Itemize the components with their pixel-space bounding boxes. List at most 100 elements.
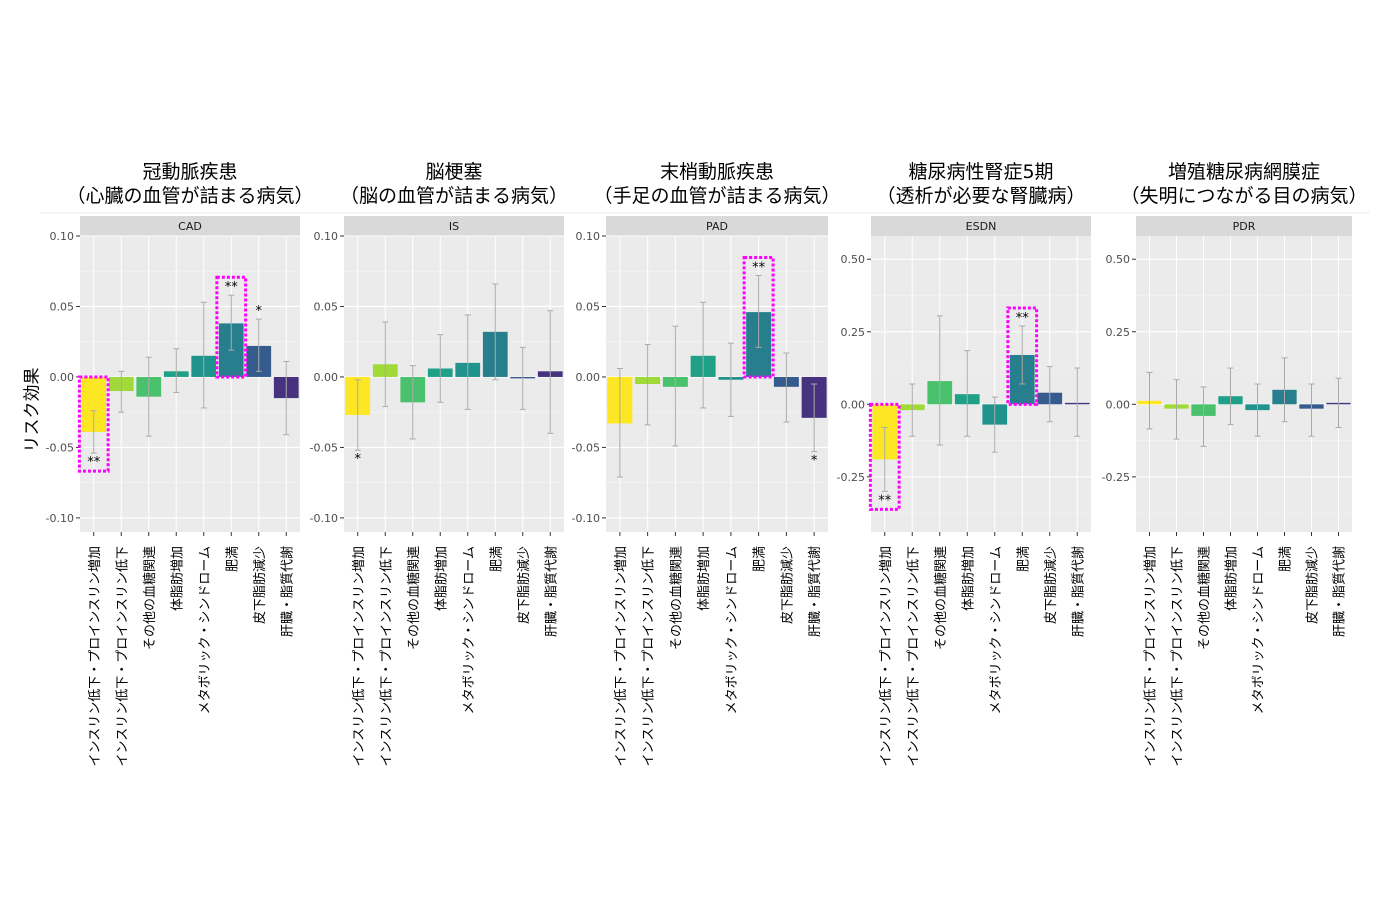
x-tick-label: その他の血糖関連: [406, 546, 422, 650]
x-tick-label: 肥満: [489, 546, 504, 572]
x-tick-label: インスリン低下・プロインスリン低下: [906, 546, 921, 766]
y-tick-label: -0.25: [837, 471, 865, 484]
x-tick-label: メタボリック・シンドローム: [725, 546, 740, 714]
x-tick-label: 体脂肪増加: [433, 546, 449, 611]
highlight-box: [1006, 306, 1039, 406]
x-tick-label: 皮下脂肪減少: [779, 546, 795, 624]
x-tick-label: インスリン低下・プロインスリン増加: [88, 546, 103, 766]
panel-title-main: 末梢動脈疾患: [659, 161, 774, 183]
y-tick-label: 0.05: [576, 300, 601, 313]
significance-marker: **: [752, 260, 766, 275]
panel-title-is: 脳梗塞 （脳の血管が詰まる病気）: [304, 160, 604, 208]
x-tick-label: メタボリック・シンドローム: [989, 546, 1004, 714]
facet-strip: [871, 216, 1091, 236]
y-axis-label: リスク効果: [12, 368, 48, 453]
panel-title-cad: 冠動脈疾患 （心臓の血管が詰まる病気）: [40, 160, 340, 208]
facet-strip-label: PAD: [706, 220, 728, 233]
significance-marker: **: [878, 493, 892, 508]
facet-strip-label: CAD: [178, 220, 202, 233]
y-tick-label: 0.25: [841, 326, 866, 339]
x-tick-label: インスリン低下・プロインスリン低下: [115, 546, 130, 766]
facet-strip: [606, 216, 828, 236]
x-tick-label: インスリン低下・プロインスリン増加: [352, 546, 367, 766]
x-tick-label: 肥満: [1016, 546, 1031, 572]
panel-background: [871, 236, 1091, 532]
panel-title-pdr: 増殖糖尿病網膜症 （失明につながる目の病気）: [1094, 160, 1380, 208]
facet-strip-label: PDR: [1233, 220, 1256, 233]
y-tick-label: 0.10: [50, 230, 75, 243]
y-tick-label: 0.00: [841, 398, 866, 411]
y-tick-label: 0.00: [50, 371, 75, 384]
y-tick-label: -0.05: [46, 441, 74, 454]
y-tick-label: 0.50: [841, 253, 866, 266]
significance-marker: **: [1016, 311, 1030, 326]
y-tick-label: 0.25: [1106, 326, 1131, 339]
x-tick-label: メタボリック・シンドローム: [1252, 546, 1267, 714]
facet-strip: [1136, 216, 1352, 236]
y-tick-label: 0.05: [314, 300, 339, 313]
panel-title-sub: （脳の血管が詰まる病気）: [339, 185, 568, 207]
x-tick-label: 体脂肪増加: [696, 546, 712, 611]
highlight-box: [742, 255, 775, 379]
x-tick-label: 肥満: [1279, 546, 1294, 572]
significance-marker: **: [225, 280, 239, 295]
x-tick-label: インスリン低下・プロインスリン低下: [642, 546, 657, 766]
x-tick-label: その他の血糖関連: [668, 546, 684, 650]
y-tick-label: 0.00: [1106, 398, 1131, 411]
y-tick-label: 0.05: [50, 300, 75, 313]
x-tick-label: インスリン低下・プロインスリン増加: [1144, 546, 1159, 766]
y-tick-label: -0.10: [310, 512, 338, 525]
x-tick-label: 肥満: [225, 546, 240, 572]
highlight-box: [868, 402, 901, 511]
x-tick-label: 体脂肪増加: [169, 546, 185, 611]
x-tick-label: メタボリック・シンドローム: [462, 546, 477, 714]
significance-marker: *: [256, 304, 263, 319]
y-tick-label: -0.05: [310, 441, 338, 454]
panel-title-sub: （失明につながる目の病気）: [1120, 185, 1368, 207]
x-tick-label: メタボリック・シンドローム: [198, 546, 213, 714]
panel-background: [344, 236, 564, 532]
y-tick-label: 0.50: [1106, 253, 1131, 266]
x-tick-label: 肝臓・脂質代謝: [544, 546, 559, 637]
x-tick-label: その他の血糖関連: [1197, 546, 1213, 650]
highlight-box: [215, 275, 248, 379]
panel-title-main: 増殖糖尿病網膜症: [1167, 161, 1320, 183]
facet-strip: [344, 216, 564, 236]
x-tick-label: 皮下脂肪減少: [516, 546, 532, 624]
significance-marker: *: [355, 452, 362, 467]
y-tick-label: 0.00: [576, 371, 601, 384]
x-tick-label: 皮下脂肪減少: [1043, 546, 1059, 624]
panel-title-pad: 末梢動脈疾患 （手足の血管が詰まる病気）: [567, 160, 867, 208]
x-tick-label: 肝臓・脂質代謝: [1333, 546, 1348, 637]
y-tick-label: 0.10: [314, 230, 339, 243]
x-tick-label: インスリン低下・プロインスリン増加: [614, 546, 629, 766]
y-tick-label: 0.00: [314, 371, 339, 384]
significance-marker: **: [87, 455, 101, 470]
panel-title-main: 脳梗塞: [425, 161, 483, 183]
panel-background: [1136, 236, 1352, 532]
facet-strip-label: IS: [449, 220, 459, 233]
x-tick-label: その他の血糖関連: [142, 546, 158, 650]
x-tick-label: 肝臓・脂質代謝: [280, 546, 295, 637]
x-tick-label: インスリン低下・プロインスリン低下: [1171, 546, 1186, 766]
facet-strip: [80, 216, 300, 236]
x-tick-label: その他の血糖関連: [933, 546, 949, 650]
y-tick-label: -0.05: [572, 441, 600, 454]
x-tick-label: 肝臓・脂質代謝: [1071, 546, 1086, 637]
y-axis-label-text: リスク効果: [22, 367, 43, 453]
facet-strip-label: ESDN: [966, 220, 997, 233]
y-tick-label: -0.10: [46, 512, 74, 525]
x-tick-label: 肝臓・脂質代謝: [808, 546, 823, 637]
highlight-box: [77, 375, 110, 473]
panel-title-sub: （透析が必要な腎臓病）: [876, 185, 1086, 207]
x-tick-label: 体脂肪増加: [960, 546, 976, 611]
panel-title-sub: （手足の血管が詰まる病気）: [593, 185, 841, 207]
panel-title-sub: （心臓の血管が詰まる病気）: [66, 185, 314, 207]
significance-marker: *: [811, 454, 818, 469]
x-tick-label: 皮下脂肪減少: [252, 546, 268, 624]
y-tick-label: -0.10: [572, 512, 600, 525]
x-tick-label: インスリン低下・プロインスリン低下: [379, 546, 394, 766]
x-tick-label: インスリン低下・プロインスリン増加: [879, 546, 894, 766]
